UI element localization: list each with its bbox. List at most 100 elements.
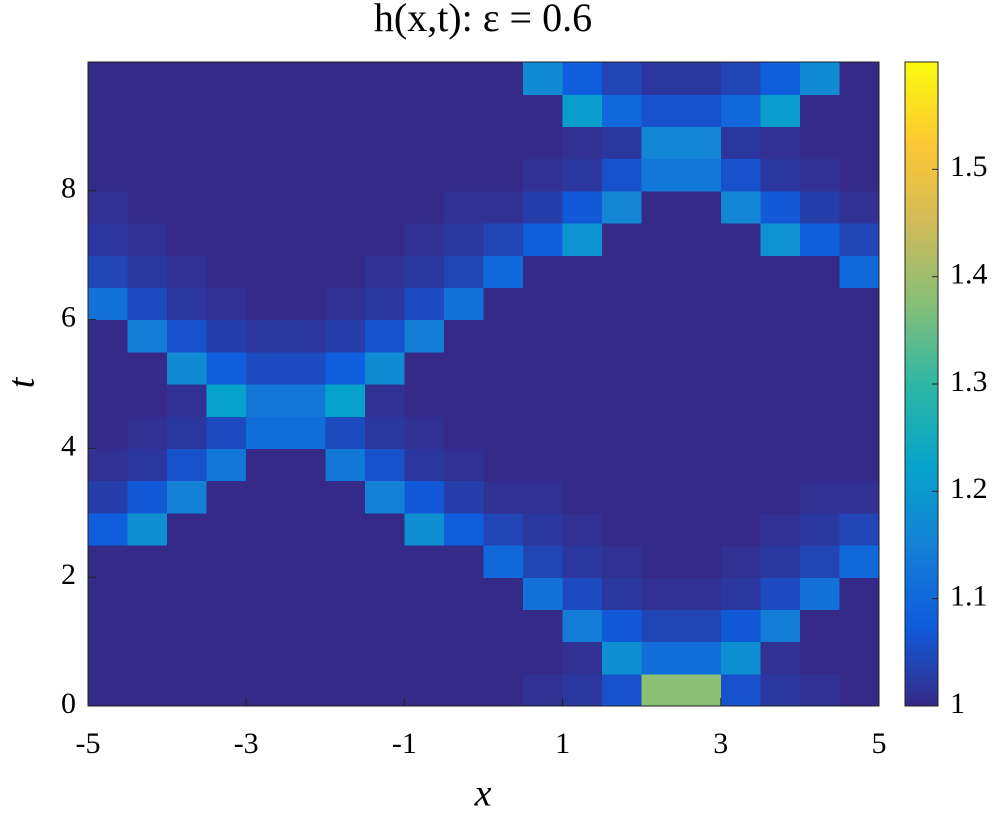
heatmap-cell	[364, 126, 405, 160]
x-tick-label: -5	[76, 727, 101, 760]
heatmap-cell	[641, 351, 682, 385]
x-axis-label: x	[474, 773, 492, 813]
heatmap-cell	[523, 673, 564, 707]
heatmap-cell	[760, 480, 801, 514]
heatmap-cell	[443, 545, 485, 578]
heatmap-cell	[167, 223, 208, 256]
heatmap-cell	[285, 641, 326, 675]
heatmap-cell	[88, 158, 129, 192]
heatmap	[88, 62, 880, 707]
heatmap-cell	[364, 223, 405, 256]
colorbar-tick-label: 1.2	[950, 472, 988, 505]
heatmap-cell	[206, 190, 247, 224]
heatmap-cell	[127, 94, 168, 127]
heatmap-cell	[760, 609, 801, 643]
heatmap-cell	[839, 545, 880, 578]
heatmap-cell	[483, 94, 524, 127]
heatmap-cell	[127, 609, 168, 643]
x-tick-label: 5	[872, 727, 887, 760]
heatmap-cell	[285, 62, 326, 95]
heatmap-cell	[562, 62, 603, 95]
heatmap-cell	[681, 545, 722, 578]
heatmap-cell	[523, 319, 564, 353]
heatmap-cell	[602, 416, 643, 449]
heatmap-cell	[720, 190, 761, 224]
heatmap-cell	[167, 126, 208, 160]
heatmap-cell	[839, 223, 880, 256]
heatmap-cell	[443, 609, 485, 643]
heatmap-cell	[246, 158, 287, 192]
heatmap-cell	[88, 512, 129, 546]
heatmap-cell	[88, 416, 129, 449]
heatmap-cell	[285, 94, 326, 127]
heatmap-cell	[443, 416, 485, 449]
heatmap-cell	[602, 319, 643, 353]
heatmap-cell	[443, 255, 485, 288]
heatmap-cell	[483, 223, 524, 256]
heatmap-cell	[285, 255, 326, 288]
heatmap-cell	[562, 94, 603, 127]
heatmap-cell	[602, 673, 643, 707]
heatmap-cell	[443, 480, 485, 514]
heatmap-cell	[285, 512, 326, 546]
heatmap-cell	[127, 448, 168, 482]
heatmap-cell	[127, 416, 168, 449]
heatmap-cell	[325, 673, 366, 707]
heatmap-cell	[285, 416, 326, 449]
heatmap-cell	[88, 62, 129, 95]
heatmap-cell	[246, 319, 287, 353]
heatmap-cell	[799, 673, 841, 707]
heatmap-cell	[364, 673, 405, 707]
heatmap-cell	[127, 255, 168, 288]
heatmap-cell	[325, 223, 366, 256]
heatmap-cell	[681, 287, 722, 321]
heatmap-cell	[483, 126, 524, 160]
heatmap-cell	[641, 384, 682, 417]
heatmap-cell	[483, 609, 524, 643]
heatmap-cell	[562, 448, 603, 482]
heatmap-cell	[246, 545, 287, 578]
heatmap-cell	[641, 609, 682, 643]
heatmap-cell	[206, 448, 247, 482]
heatmap-cell	[167, 190, 208, 224]
heatmap-cell	[364, 641, 405, 675]
heatmap-cell	[246, 190, 287, 224]
heatmap-cell	[127, 158, 168, 192]
x-tick-label: -3	[234, 727, 259, 760]
heatmap-cell	[562, 126, 603, 160]
heatmap-cell	[167, 641, 208, 675]
y-tick-label: 2	[61, 558, 76, 591]
heatmap-cell	[523, 545, 564, 578]
heatmap-cell	[246, 94, 287, 127]
heatmap-cell	[562, 190, 603, 224]
heatmap-cell	[720, 319, 761, 353]
heatmap-cell	[839, 126, 880, 160]
heatmap-cell	[404, 223, 445, 256]
heatmap-cell	[602, 158, 643, 192]
heatmap-cell	[839, 158, 880, 192]
heatmap-cell	[246, 416, 287, 449]
heatmap-cell	[127, 577, 168, 610]
heatmap-cell	[88, 287, 129, 321]
heatmap-cell	[483, 416, 524, 449]
heatmap-cell	[88, 448, 129, 482]
heatmap-cell	[364, 577, 405, 610]
heatmap-cell	[681, 577, 722, 610]
heatmap-cell	[602, 384, 643, 417]
y-axis-label: t	[1, 376, 43, 388]
heatmap-cell	[641, 673, 682, 707]
heatmap-cell	[681, 223, 722, 256]
heatmap-cell	[167, 577, 208, 610]
heatmap-cell	[641, 223, 682, 256]
heatmap-cell	[325, 448, 366, 482]
heatmap-cell	[285, 673, 326, 707]
heatmap-cell	[167, 609, 208, 643]
heatmap-cell	[799, 287, 841, 321]
heatmap-cell	[799, 609, 841, 643]
heatmap-cell	[799, 255, 841, 288]
heatmap-cell	[760, 126, 801, 160]
heatmap-cell	[88, 190, 129, 224]
heatmap-cell	[325, 126, 366, 160]
heatmap-cell	[325, 319, 366, 353]
heatmap-cell	[127, 480, 168, 514]
